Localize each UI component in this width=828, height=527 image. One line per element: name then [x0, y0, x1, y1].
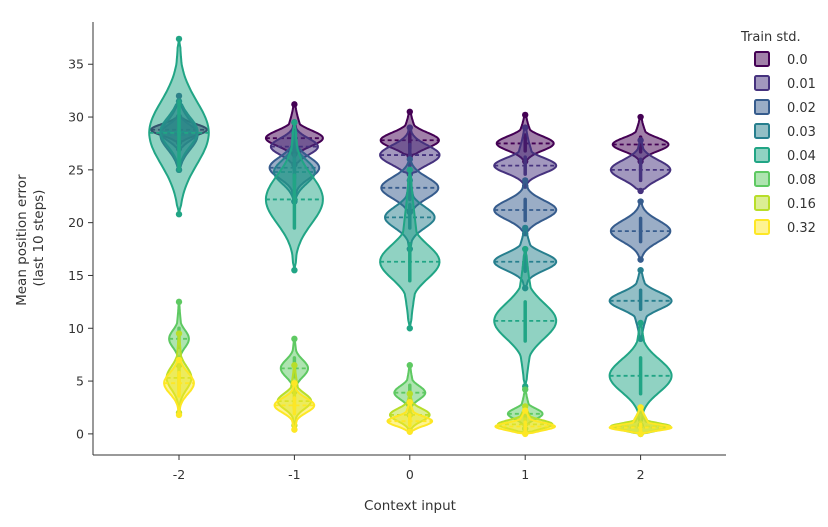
violin-extreme-point — [406, 428, 413, 435]
violin-extreme-point — [637, 404, 644, 411]
y-tick-label: 5 — [76, 374, 84, 389]
violin-extreme-point — [175, 298, 183, 306]
legend-title: Train std. — [740, 30, 801, 45]
legend-item[interactable]: 0.0 — [754, 51, 808, 68]
legend-item[interactable]: 0.32 — [754, 219, 816, 236]
violin-extreme-point — [406, 362, 413, 369]
x-axis-title: Context input — [364, 498, 456, 514]
violin-extreme-point — [522, 386, 529, 393]
violin-extreme-point — [522, 224, 529, 232]
violin-extreme-point — [637, 266, 644, 274]
y-axis-title: Mean position error (last 10 steps) — [14, 170, 47, 306]
violin-extreme-point — [522, 430, 529, 438]
violin-extreme-point — [175, 356, 183, 364]
x-ticks: -2 -1 0 1 2 — [173, 455, 645, 482]
y-tick-label: 30 — [68, 110, 84, 125]
violin-extreme-point — [291, 101, 298, 108]
legend-label: 0.04 — [787, 149, 816, 164]
violin-extreme-point — [522, 407, 529, 414]
legend-swatch — [754, 99, 770, 115]
y-ticks: 0 5 10 15 20 25 30 35 — [68, 57, 93, 441]
violin-extreme-point — [175, 330, 183, 337]
legend-item[interactable]: 0.08 — [754, 171, 816, 188]
violin-extreme-point — [637, 430, 644, 438]
legend-swatch — [754, 147, 770, 163]
legend: Train std. 0.0 0.01 0.02 0.03 0.04 0.08 0.16 0.… — [740, 30, 816, 236]
legend-item[interactable]: 0.16 — [754, 195, 816, 212]
y-tick-label: 35 — [68, 57, 84, 72]
legend-swatch — [754, 219, 770, 235]
legend-label: 0.02 — [787, 101, 816, 116]
y-axis-title-line-1: Mean position error — [14, 174, 30, 306]
violin-extreme-point — [522, 124, 529, 131]
violin-extreme-point — [637, 137, 644, 144]
violin-extreme-point — [637, 113, 644, 121]
legend-label: 0.01 — [787, 77, 816, 92]
violin-extreme-point — [291, 379, 298, 387]
x-tick-label: -2 — [173, 467, 185, 482]
x-tick-label: 1 — [521, 467, 529, 482]
violin-extreme-point — [406, 166, 413, 174]
y-tick-label: 15 — [68, 268, 84, 283]
legend-swatch — [754, 51, 770, 67]
y-axis-title-line-2: (last 10 steps) — [31, 190, 47, 287]
violin-extreme-point — [291, 266, 298, 274]
legend-swatch — [754, 75, 770, 91]
violin-extreme-point — [406, 124, 413, 131]
violin-extreme-point — [522, 245, 529, 253]
violin-extreme-point — [637, 187, 644, 195]
x-tick-label: 0 — [406, 467, 414, 482]
violin-extreme-point — [175, 35, 183, 43]
plot-area — [148, 35, 673, 438]
legend-swatch — [754, 171, 770, 187]
violin-extreme-point — [637, 256, 644, 263]
violin-extreme-point — [291, 362, 298, 369]
y-tick-label: 25 — [68, 162, 84, 177]
violin-extreme-point — [291, 335, 298, 343]
legend-item[interactable]: 0.04 — [754, 147, 816, 164]
legend-label: 0.16 — [787, 197, 816, 212]
series-0.32 — [163, 356, 673, 438]
violin-extreme-point — [291, 426, 298, 433]
legend-label: 0.03 — [787, 125, 816, 140]
violin-extreme-point — [406, 108, 413, 115]
violin-extreme-point — [175, 211, 183, 218]
y-tick-label: 10 — [68, 321, 84, 336]
violin-extreme-point — [291, 119, 298, 126]
violin-extreme-point — [637, 319, 644, 327]
violin-extreme-point — [522, 111, 529, 119]
legend-label: 0.08 — [787, 173, 816, 188]
y-tick-label: 0 — [76, 426, 84, 441]
violin-extreme-point — [406, 325, 413, 332]
x-tick-label: -1 — [288, 467, 300, 482]
legend-item[interactable]: 0.01 — [754, 75, 816, 92]
legend-item[interactable]: 0.03 — [754, 123, 816, 140]
legend-label: 0.0 — [787, 53, 808, 68]
legend-swatch — [754, 123, 770, 139]
series-0.04 — [148, 35, 673, 429]
x-tick-label: 2 — [637, 467, 645, 482]
violin-extreme-point — [637, 198, 644, 205]
y-tick-label: 20 — [68, 215, 84, 230]
violin-extreme-point — [522, 177, 529, 184]
violin-extreme-point — [406, 156, 413, 163]
violin-extreme-point — [175, 411, 183, 419]
legend-label: 0.32 — [787, 221, 816, 236]
legend-item[interactable]: 0.02 — [754, 99, 816, 116]
violin-extreme-point — [406, 398, 413, 406]
violin-extreme-point — [406, 390, 413, 397]
legend-swatch — [754, 195, 770, 211]
